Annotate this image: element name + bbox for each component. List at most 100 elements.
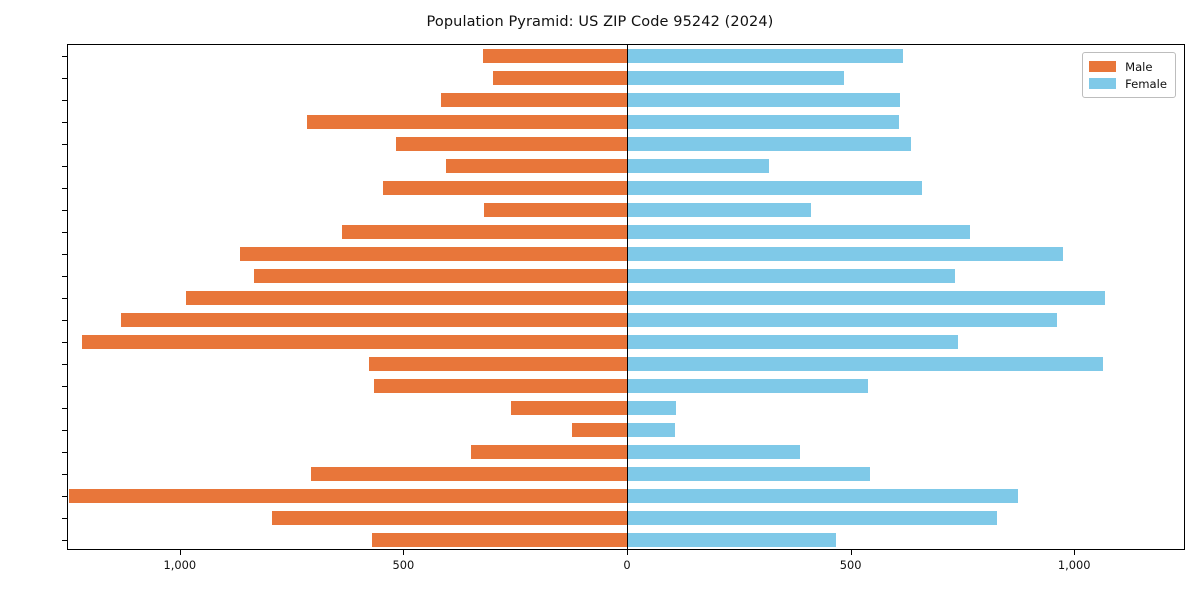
pyramid-row [68, 269, 1184, 283]
bar-female[interactable] [627, 291, 1106, 305]
bar-female[interactable] [627, 115, 899, 129]
x-axis-label: 1,000 [1057, 558, 1091, 572]
pyramid-row [68, 203, 1184, 217]
bar-female[interactable] [627, 445, 801, 459]
y-axis-tick [62, 100, 68, 102]
bar-female[interactable] [627, 225, 970, 239]
bar-female[interactable] [627, 379, 869, 393]
bar-female[interactable] [627, 357, 1103, 371]
bar-male[interactable] [272, 511, 627, 525]
zero-axis-line [627, 45, 629, 549]
bar-female[interactable] [627, 71, 845, 85]
legend-label: Female [1125, 76, 1167, 91]
bar-male[interactable] [120, 313, 627, 327]
chart-legend[interactable]: Male Female [1082, 52, 1176, 98]
bar-male[interactable] [382, 181, 627, 195]
bar-female[interactable] [627, 401, 677, 415]
pyramid-row [68, 467, 1184, 481]
pyramid-row [68, 291, 1184, 305]
y-axis-tick [62, 166, 68, 168]
y-axis-tick [62, 298, 68, 300]
x-axis-label: 0 [623, 558, 631, 572]
bar-male[interactable] [239, 247, 627, 261]
pyramid-row [68, 247, 1184, 261]
pyramid-row [68, 137, 1184, 151]
bar-male[interactable] [440, 93, 627, 107]
pyramid-row [68, 533, 1184, 547]
bar-male[interactable] [69, 489, 627, 503]
legend-swatch-male [1089, 61, 1117, 72]
bar-male[interactable] [81, 335, 627, 349]
pyramid-row [68, 181, 1184, 195]
bar-female[interactable] [627, 93, 900, 107]
bar-male[interactable] [341, 225, 627, 239]
bar-female[interactable] [627, 181, 922, 195]
bar-male[interactable] [493, 71, 627, 85]
bar-male[interactable] [306, 115, 627, 129]
bar-male[interactable] [186, 291, 627, 305]
bar-female[interactable] [627, 203, 812, 217]
legend-item-male[interactable]: Male [1089, 58, 1167, 75]
bar-female[interactable] [627, 313, 1057, 327]
bar-male[interactable] [483, 49, 627, 63]
legend-label: Male [1125, 59, 1153, 74]
pyramid-row [68, 357, 1184, 371]
bar-female[interactable] [627, 49, 903, 63]
chart-title: Population Pyramid: US ZIP Code 95242 (2… [426, 14, 774, 30]
bar-female[interactable] [627, 489, 1019, 503]
legend-swatch-female [1089, 78, 1117, 89]
y-axis-tick [62, 276, 68, 278]
pyramid-row [68, 335, 1184, 349]
pyramid-row [68, 49, 1184, 63]
bar-male[interactable] [372, 533, 627, 547]
bar-female[interactable] [627, 335, 958, 349]
pyramid-row [68, 159, 1184, 173]
bar-male[interactable] [374, 379, 627, 393]
pyramid-row [68, 225, 1184, 239]
bar-male[interactable] [471, 445, 627, 459]
y-axis-tick [62, 408, 68, 410]
bar-group [68, 45, 1184, 549]
y-axis-tick [62, 430, 68, 432]
x-axis-label: 500 [839, 558, 862, 572]
y-axis-tick [62, 364, 68, 366]
bar-female[interactable] [627, 423, 676, 437]
pyramid-row [68, 423, 1184, 437]
bar-male[interactable] [369, 357, 627, 371]
bar-male[interactable] [510, 401, 627, 415]
pyramid-row [68, 489, 1184, 503]
bar-male[interactable] [254, 269, 627, 283]
y-axis-tick [62, 452, 68, 454]
y-axis-tick [62, 188, 68, 190]
y-axis-tick [62, 254, 68, 256]
bar-male[interactable] [396, 137, 627, 151]
x-axis-tick [1074, 549, 1076, 555]
y-axis-tick [62, 474, 68, 476]
bar-female[interactable] [627, 269, 955, 283]
y-axis-tick [62, 232, 68, 234]
pyramid-row [68, 379, 1184, 393]
x-axis-label: 500 [392, 558, 415, 572]
y-axis-tick [62, 320, 68, 322]
bar-male[interactable] [571, 423, 627, 437]
bar-female[interactable] [627, 159, 770, 173]
y-axis-tick [62, 56, 68, 58]
y-axis-tick [62, 144, 68, 146]
x-axis-tick [850, 549, 852, 555]
y-axis-tick [62, 386, 68, 388]
pyramid-row [68, 313, 1184, 327]
legend-item-female[interactable]: Female [1089, 75, 1167, 92]
pyramid-row [68, 401, 1184, 415]
bar-male[interactable] [445, 159, 627, 173]
pyramid-row [68, 511, 1184, 525]
bar-male[interactable] [310, 467, 627, 481]
y-axis-tick [62, 122, 68, 124]
bar-male[interactable] [483, 203, 627, 217]
bar-female[interactable] [627, 467, 871, 481]
y-axis-tick [62, 342, 68, 344]
bar-female[interactable] [627, 511, 997, 525]
bar-female[interactable] [627, 533, 837, 547]
bar-female[interactable] [627, 247, 1064, 261]
bar-female[interactable] [627, 137, 912, 151]
